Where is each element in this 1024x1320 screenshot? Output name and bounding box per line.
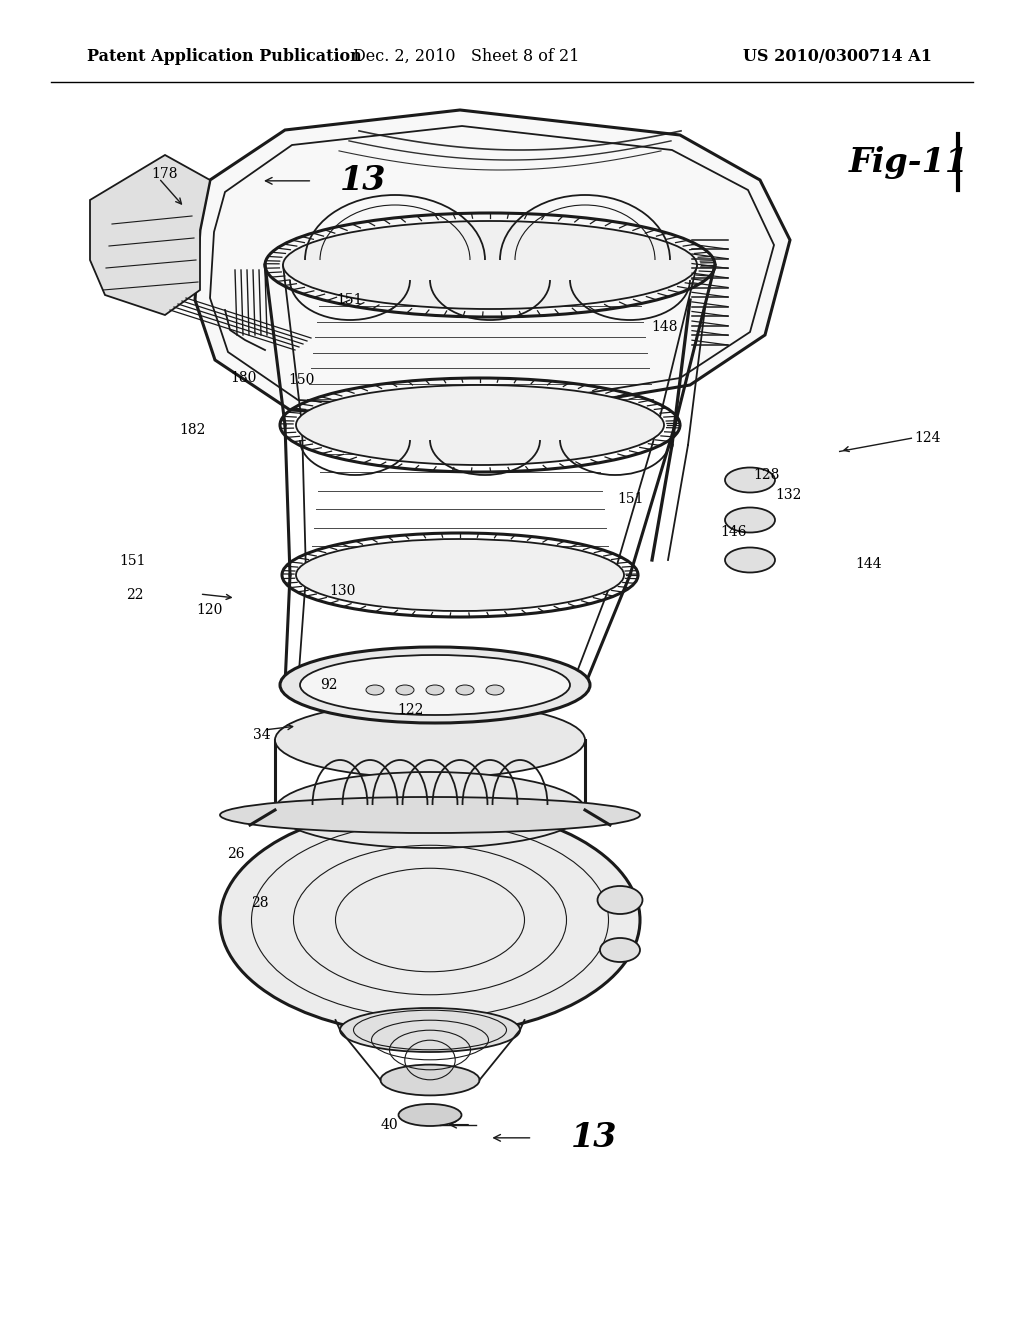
Ellipse shape [725, 507, 775, 532]
Text: 150: 150 [289, 374, 315, 387]
Text: 151: 151 [336, 293, 362, 306]
Text: 151: 151 [617, 492, 644, 506]
Text: Patent Application Publication: Patent Application Publication [87, 49, 361, 65]
Text: 13: 13 [570, 1121, 617, 1154]
Text: US 2010/0300714 A1: US 2010/0300714 A1 [742, 49, 932, 65]
Ellipse shape [381, 1065, 479, 1096]
Ellipse shape [275, 702, 585, 777]
Ellipse shape [275, 772, 585, 847]
Text: 128: 128 [754, 469, 780, 482]
Ellipse shape [486, 685, 504, 696]
Text: 92: 92 [321, 678, 338, 692]
Text: 122: 122 [397, 704, 424, 717]
Ellipse shape [283, 220, 697, 309]
Text: Fig-11: Fig-11 [849, 145, 969, 178]
Ellipse shape [426, 685, 444, 696]
Polygon shape [90, 154, 210, 315]
Ellipse shape [280, 647, 590, 723]
Text: 151: 151 [119, 554, 145, 568]
Ellipse shape [300, 655, 570, 715]
Text: 144: 144 [855, 557, 882, 570]
Text: 146: 146 [720, 525, 746, 539]
Text: 22: 22 [126, 589, 143, 602]
Ellipse shape [296, 539, 624, 611]
Text: 130: 130 [330, 585, 356, 598]
Ellipse shape [600, 939, 640, 962]
Text: 13: 13 [340, 164, 387, 197]
Ellipse shape [456, 685, 474, 696]
Ellipse shape [597, 886, 642, 913]
Text: 178: 178 [152, 168, 178, 181]
Text: 40: 40 [381, 1118, 398, 1131]
Text: 120: 120 [197, 603, 223, 616]
Text: 132: 132 [775, 488, 802, 502]
Ellipse shape [725, 467, 775, 492]
Ellipse shape [296, 385, 664, 465]
Ellipse shape [220, 797, 640, 833]
Ellipse shape [340, 1008, 520, 1052]
Text: 180: 180 [230, 371, 257, 384]
Text: 148: 148 [651, 321, 678, 334]
Text: 124: 124 [914, 432, 941, 445]
Text: 28: 28 [251, 896, 268, 909]
Text: 182: 182 [179, 424, 206, 437]
Ellipse shape [220, 805, 640, 1035]
Text: Dec. 2, 2010   Sheet 8 of 21: Dec. 2, 2010 Sheet 8 of 21 [352, 49, 580, 65]
Text: 26: 26 [227, 847, 245, 861]
Polygon shape [195, 110, 790, 420]
Ellipse shape [398, 1104, 462, 1126]
Ellipse shape [396, 685, 414, 696]
Ellipse shape [366, 685, 384, 696]
Text: 34: 34 [253, 729, 270, 742]
Ellipse shape [725, 548, 775, 573]
